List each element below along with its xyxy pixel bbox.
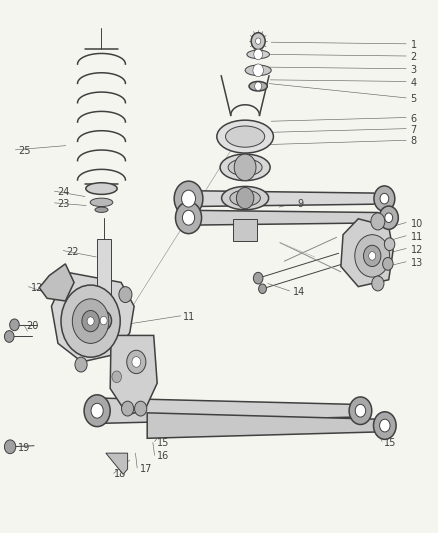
- Text: 5: 5: [410, 94, 417, 104]
- Circle shape: [255, 38, 261, 44]
- Circle shape: [349, 397, 372, 424]
- Text: 4: 4: [410, 77, 417, 87]
- Text: 16: 16: [157, 451, 170, 462]
- Polygon shape: [188, 191, 385, 207]
- Circle shape: [254, 82, 261, 91]
- Circle shape: [82, 311, 99, 332]
- Circle shape: [369, 252, 376, 260]
- Ellipse shape: [245, 65, 271, 76]
- Circle shape: [174, 181, 203, 216]
- Circle shape: [380, 193, 389, 204]
- Ellipse shape: [230, 190, 260, 206]
- Circle shape: [183, 211, 194, 225]
- Circle shape: [253, 272, 263, 284]
- Circle shape: [253, 64, 263, 77]
- Circle shape: [374, 412, 396, 439]
- Circle shape: [61, 285, 120, 357]
- Ellipse shape: [217, 120, 273, 153]
- Circle shape: [4, 330, 14, 342]
- Text: 23: 23: [57, 199, 70, 209]
- Text: 7: 7: [410, 125, 417, 135]
- Ellipse shape: [95, 207, 108, 213]
- Bar: [233, 219, 257, 240]
- Circle shape: [372, 276, 384, 291]
- Polygon shape: [110, 335, 157, 415]
- Text: 17: 17: [140, 464, 152, 474]
- Circle shape: [258, 284, 266, 294]
- Circle shape: [87, 317, 94, 325]
- Text: 19: 19: [18, 443, 30, 454]
- Ellipse shape: [226, 126, 265, 147]
- Circle shape: [75, 357, 87, 372]
- Circle shape: [84, 395, 110, 426]
- Circle shape: [176, 202, 201, 233]
- Circle shape: [237, 188, 254, 209]
- Circle shape: [91, 403, 103, 418]
- Ellipse shape: [86, 183, 117, 195]
- Text: 10: 10: [410, 219, 423, 229]
- Circle shape: [355, 405, 366, 417]
- Text: 8: 8: [410, 136, 417, 147]
- Ellipse shape: [222, 187, 268, 210]
- Text: 22: 22: [66, 247, 78, 257]
- Text: 11: 11: [410, 232, 423, 242]
- Circle shape: [182, 190, 195, 207]
- Circle shape: [379, 206, 398, 229]
- Text: 24: 24: [57, 187, 70, 197]
- Text: 9: 9: [297, 199, 304, 209]
- Text: 11: 11: [184, 312, 195, 322]
- Text: 2: 2: [410, 52, 417, 62]
- Text: 1: 1: [410, 40, 417, 50]
- Ellipse shape: [247, 50, 269, 59]
- Circle shape: [96, 311, 112, 330]
- Text: 18: 18: [114, 470, 126, 479]
- Circle shape: [4, 440, 16, 454]
- Bar: [97, 239, 111, 312]
- Circle shape: [100, 317, 107, 325]
- Text: 6: 6: [410, 114, 417, 124]
- Circle shape: [10, 319, 19, 330]
- Circle shape: [132, 357, 141, 367]
- Polygon shape: [188, 211, 389, 225]
- Circle shape: [371, 213, 385, 230]
- Circle shape: [380, 419, 390, 432]
- Text: 3: 3: [410, 65, 417, 75]
- Circle shape: [364, 245, 381, 266]
- Circle shape: [127, 350, 146, 374]
- Polygon shape: [341, 219, 393, 287]
- Circle shape: [254, 49, 262, 60]
- Circle shape: [112, 371, 121, 383]
- Polygon shape: [51, 272, 134, 362]
- Ellipse shape: [249, 82, 267, 91]
- Circle shape: [374, 186, 395, 212]
- Circle shape: [121, 401, 134, 416]
- Text: 20: 20: [27, 321, 39, 331]
- Text: 12: 12: [31, 282, 43, 293]
- Ellipse shape: [228, 159, 262, 176]
- Ellipse shape: [220, 154, 270, 181]
- Circle shape: [383, 257, 393, 270]
- Circle shape: [251, 33, 265, 50]
- Text: 15: 15: [385, 438, 397, 448]
- Text: 13: 13: [410, 258, 423, 268]
- Text: 15: 15: [157, 438, 170, 448]
- Circle shape: [355, 235, 390, 277]
- Circle shape: [72, 299, 109, 343]
- Text: 14: 14: [293, 287, 305, 297]
- Polygon shape: [39, 264, 74, 301]
- Text: 12: 12: [410, 245, 423, 255]
- Circle shape: [385, 238, 395, 251]
- Ellipse shape: [90, 198, 113, 207]
- Polygon shape: [93, 325, 105, 334]
- Circle shape: [134, 401, 147, 416]
- Circle shape: [385, 213, 392, 222]
- Polygon shape: [147, 413, 385, 438]
- Text: 25: 25: [18, 146, 30, 156]
- Polygon shape: [106, 453, 127, 474]
- Circle shape: [119, 287, 132, 303]
- Text: 21: 21: [66, 305, 78, 315]
- Polygon shape: [97, 398, 360, 423]
- Circle shape: [234, 154, 256, 181]
